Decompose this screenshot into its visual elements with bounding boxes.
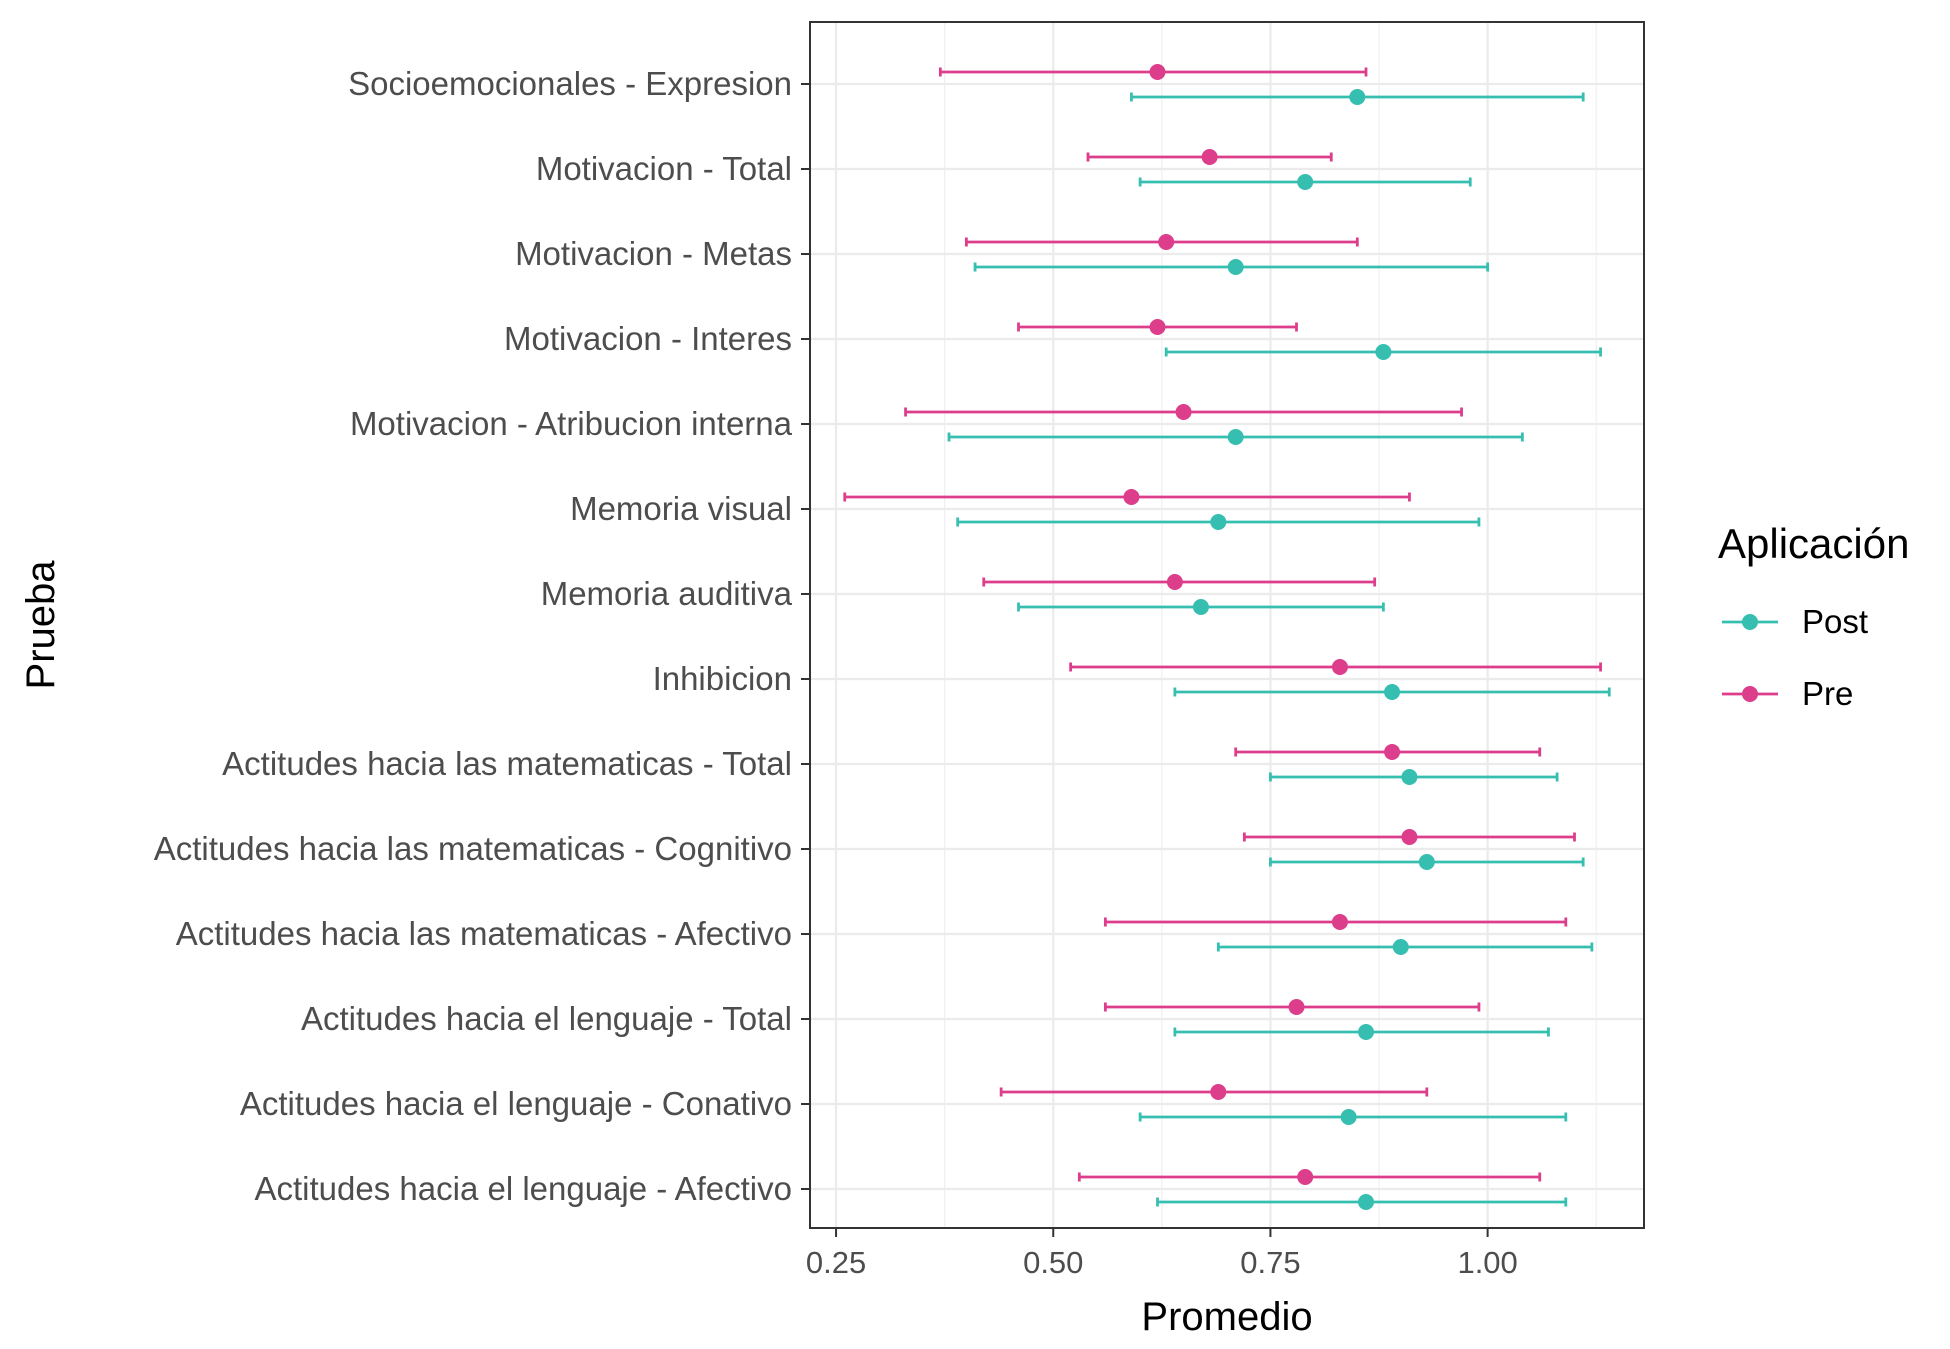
y-tick-label: Motivacion - Total xyxy=(536,150,792,187)
legend-label: Pre xyxy=(1802,675,1853,712)
legend-key-point xyxy=(1742,686,1758,702)
y-tick-label: Actitudes hacia el lenguaje - Total xyxy=(301,1000,792,1037)
mean-point xyxy=(1384,744,1401,760)
errorbar-post xyxy=(947,429,1524,445)
mean-point xyxy=(1297,1169,1314,1185)
errorbar-post xyxy=(1164,344,1602,360)
legend-entries: Post Pre xyxy=(1722,603,1868,712)
legend-title: Aplicación xyxy=(1718,520,1909,567)
mean-point xyxy=(1418,854,1435,870)
mean-point xyxy=(1288,999,1305,1015)
mean-point xyxy=(1149,319,1166,335)
y-tick-label: Actitudes hacia el lenguaje - Conativo xyxy=(240,1085,792,1122)
legend: Aplicación Post Pre xyxy=(1718,520,1909,712)
mean-point xyxy=(1340,1109,1357,1125)
errorbar-post xyxy=(1138,1109,1568,1125)
errorbar-pre xyxy=(1077,1169,1542,1185)
errorbar-pre xyxy=(1103,914,1568,930)
mean-point xyxy=(1210,1084,1227,1100)
errorbar-pre xyxy=(1069,659,1602,675)
mean-point xyxy=(1358,1024,1374,1040)
mean-point xyxy=(1297,174,1314,190)
mean-point xyxy=(1210,514,1227,530)
mean-point xyxy=(1192,599,1209,615)
errorbar-post xyxy=(1138,174,1472,190)
y-tick-label: Motivacion - Atribucion interna xyxy=(350,405,793,442)
errorbar-post xyxy=(1269,769,1559,785)
mean-point xyxy=(1123,489,1140,505)
errorbar-post xyxy=(1216,939,1594,955)
errorbar-post xyxy=(1156,1194,1568,1210)
mean-point xyxy=(1349,89,1366,105)
mean-point xyxy=(1227,259,1244,275)
mean-point xyxy=(1201,149,1218,165)
grid-layer xyxy=(810,22,1644,1228)
errorbar-pre xyxy=(904,404,1463,420)
y-tick-label: Inhibicion xyxy=(653,660,792,697)
y-tick-label: Actitudes hacia las matematicas - Cognit… xyxy=(154,830,792,867)
errorbar-pre xyxy=(843,489,1411,505)
errorbar-pre xyxy=(938,64,1368,80)
mean-point xyxy=(1358,1194,1374,1210)
legend-entry-pre: Pre xyxy=(1722,675,1853,712)
x-tick-label: 1.00 xyxy=(1457,1245,1517,1280)
mean-point xyxy=(1175,404,1192,420)
errorbar-post xyxy=(1017,599,1385,615)
y-tick-label: Actitudes hacia las matematicas - Total xyxy=(222,745,792,782)
mean-point xyxy=(1331,914,1348,930)
errorbar-pre xyxy=(999,1084,1429,1100)
y-tick-label: Memoria auditiva xyxy=(541,575,793,612)
errorbar-post xyxy=(1130,89,1585,105)
errorbar-post xyxy=(1173,1024,1550,1040)
mean-point xyxy=(1384,684,1401,700)
x-tick-label: 0.50 xyxy=(1023,1245,1083,1280)
legend-label: Post xyxy=(1802,603,1868,640)
mean-point xyxy=(1227,429,1244,445)
mean-point xyxy=(1331,659,1348,675)
errorbar-post xyxy=(1173,684,1611,700)
errorbar-pre xyxy=(1234,744,1542,760)
errorbar-post xyxy=(1269,854,1585,870)
errorbar-pre xyxy=(964,234,1359,250)
legend-key-point xyxy=(1742,614,1758,630)
mean-point xyxy=(1166,574,1183,590)
mean-point xyxy=(1158,234,1175,250)
y-tick-label: Memoria visual xyxy=(570,490,792,527)
x-axis-title: Promedio xyxy=(1141,1295,1312,1339)
marks-layer xyxy=(843,64,1611,1210)
y-tick-label: Actitudes hacia el lenguaje - Afectivo xyxy=(255,1170,793,1207)
y-tick-label: Motivacion - Metas xyxy=(515,235,792,272)
mean-point xyxy=(1401,769,1418,785)
panel-border xyxy=(809,21,1645,1229)
errorbar-pre xyxy=(1103,999,1481,1015)
mean-point xyxy=(1392,939,1409,955)
mean-point xyxy=(1149,64,1166,80)
errorbar-post xyxy=(973,259,1490,275)
errorbar-pre xyxy=(1242,829,1576,845)
mean-point xyxy=(1375,344,1392,360)
y-tick-label: Actitudes hacia las matematicas - Afecti… xyxy=(176,915,792,952)
axis-layer: Socioemocionales - Expresion Motivacion -… xyxy=(154,65,1518,1280)
y-axis-title: Prueba xyxy=(19,560,63,690)
x-tick-label: 0.25 xyxy=(806,1245,866,1280)
errorbar-pre xyxy=(1017,319,1298,335)
errorbar-pre xyxy=(982,574,1377,590)
errorbar-post xyxy=(956,514,1481,530)
y-tick-label: Socioemocionales - Expresion xyxy=(348,65,792,102)
errorbar-pre xyxy=(1086,149,1333,165)
y-tick-label: Motivacion - Interes xyxy=(504,320,792,357)
mean-point xyxy=(1401,829,1418,845)
x-tick-label: 0.75 xyxy=(1240,1245,1300,1280)
legend-entry-post: Post xyxy=(1722,603,1868,640)
